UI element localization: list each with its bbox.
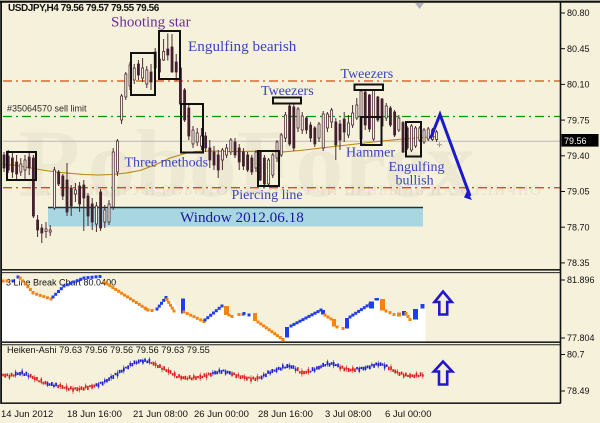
- svg-text:79.56: 79.56: [564, 136, 587, 146]
- svg-text:USDJPY,H4 79.56 79.57 79.55 7: USDJPY,H4 79.56 79.57 79.55 79.56: [8, 3, 160, 14]
- svg-text:78.70: 78.70: [567, 222, 590, 232]
- svg-text:Piercing line: Piercing line: [232, 188, 303, 203]
- svg-text:26 Jun 00:00: 26 Jun 00:00: [194, 409, 249, 420]
- svg-text:Shooting star: Shooting star: [111, 15, 191, 31]
- svg-text:Hammer: Hammer: [346, 146, 395, 161]
- svg-text:3 Jul 08:00: 3 Jul 08:00: [325, 409, 371, 420]
- svg-text:79.05: 79.05: [567, 187, 590, 197]
- svg-text:14 Jun 2012: 14 Jun 2012: [1, 409, 53, 420]
- svg-text:80.45: 80.45: [567, 44, 590, 54]
- svg-text:Heiken-Ashi 79.63 79.56 79.56: Heiken-Ashi 79.63 79.56 79.56 79.56 79.6…: [7, 345, 210, 355]
- svg-text:bullish: bullish: [396, 174, 434, 189]
- svg-text:#35064570 sell limit: #35064570 sell limit: [7, 104, 87, 114]
- svg-text:3 Line Break Chart 80.0400: 3 Line Break Chart 80.0400: [6, 278, 116, 288]
- svg-text:Tweezers: Tweezers: [341, 67, 394, 82]
- svg-text:77.804: 77.804: [567, 333, 595, 343]
- svg-text:28 Jun 16:00: 28 Jun 16:00: [258, 409, 313, 420]
- svg-text:79.75: 79.75: [567, 115, 590, 125]
- svg-text:78.35: 78.35: [567, 258, 590, 268]
- svg-text:18 Jun 16:00: 18 Jun 16:00: [67, 409, 122, 420]
- svg-text:79.40: 79.40: [567, 151, 590, 161]
- svg-text:78.49: 78.49: [567, 386, 590, 396]
- svg-text:Window 2012.06.18: Window 2012.06.18: [180, 209, 304, 226]
- svg-text:80.7: 80.7: [567, 350, 585, 360]
- svg-text:80.80: 80.80: [567, 8, 590, 18]
- svg-text:Engulfing: Engulfing: [389, 160, 445, 175]
- svg-text:Tweezers: Tweezers: [261, 84, 314, 99]
- svg-text:6 Jul 00:00: 6 Jul 00:00: [385, 409, 431, 420]
- svg-text:Three methods: Three methods: [125, 156, 209, 171]
- svg-text:80.10: 80.10: [567, 80, 590, 90]
- svg-text:Engulfing bearish: Engulfing bearish: [188, 38, 297, 55]
- svg-text:21 Jun 08:00: 21 Jun 08:00: [133, 409, 188, 420]
- svg-text:81.896: 81.896: [567, 275, 595, 285]
- svg-text:АНАЛИЗИРУЙ РОБОТОВ — ПОЛУЧИ ПР: АНАЛИЗИРУЙ РОБОТОВ — ПОЛУЧИ ПРИБЫЛЬ НА О…: [40, 182, 542, 199]
